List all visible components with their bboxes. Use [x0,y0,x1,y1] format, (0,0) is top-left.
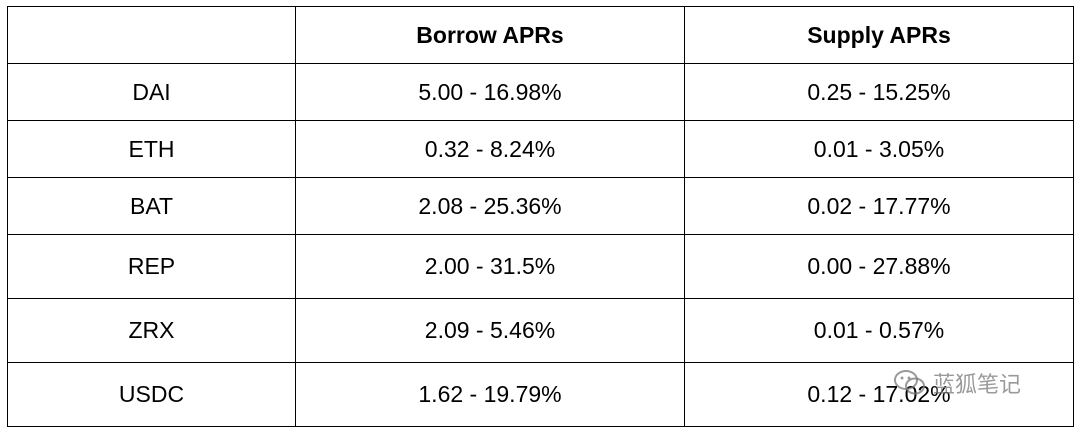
asset-cell: USDC [7,362,296,427]
apr-table: Borrow APRs Supply APRs DAI 5.00 - 16.98… [7,6,1074,427]
table-row: BAT 2.08 - 25.36% 0.02 - 17.77% [7,177,1074,235]
asset-cell: DAI [7,63,296,121]
supply-apr-cell: 0.00 - 27.88% [684,234,1074,299]
header-borrow-aprs: Borrow APRs [295,6,685,64]
asset-cell: BAT [7,177,296,235]
header-asset [7,6,296,64]
table-row: DAI 5.00 - 16.98% 0.25 - 15.25% [7,63,1074,121]
borrow-apr-cell: 2.09 - 5.46% [295,298,685,363]
table-row: ZRX 2.09 - 5.46% 0.01 - 0.57% [7,298,1074,363]
table-row: ETH 0.32 - 8.24% 0.01 - 3.05% [7,120,1074,178]
table-row: REP 2.00 - 31.5% 0.00 - 27.88% [7,234,1074,299]
supply-apr-cell: 0.01 - 0.57% [684,298,1074,363]
supply-apr-cell: 0.25 - 15.25% [684,63,1074,121]
borrow-apr-cell: 0.32 - 8.24% [295,120,685,178]
supply-apr-cell: 0.12 - 17.02% [684,362,1074,427]
borrow-apr-cell: 5.00 - 16.98% [295,63,685,121]
asset-cell: ETH [7,120,296,178]
asset-cell: ZRX [7,298,296,363]
table-row: USDC 1.62 - 19.79% 0.12 - 17.02% [7,362,1074,427]
borrow-apr-cell: 2.08 - 25.36% [295,177,685,235]
borrow-apr-cell: 1.62 - 19.79% [295,362,685,427]
supply-apr-cell: 0.01 - 3.05% [684,120,1074,178]
header-supply-aprs: Supply APRs [684,6,1074,64]
table-header-row: Borrow APRs Supply APRs [7,6,1074,64]
borrow-apr-cell: 2.00 - 31.5% [295,234,685,299]
asset-cell: REP [7,234,296,299]
supply-apr-cell: 0.02 - 17.77% [684,177,1074,235]
